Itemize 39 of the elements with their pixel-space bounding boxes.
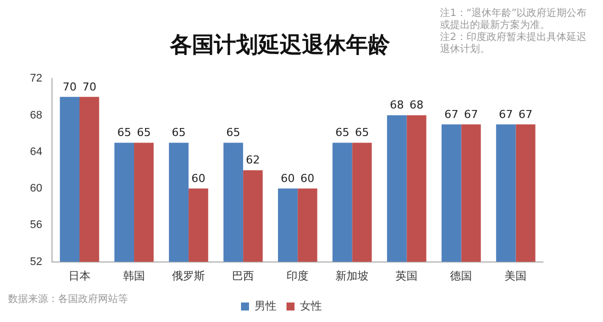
text: 注2：印度政府暂未提出具体延迟退休计划。	[440, 32, 588, 56]
data-label: 60	[191, 172, 206, 185]
source-note: 数据来源：各国政府网站等	[8, 292, 128, 306]
data-label: 65	[226, 126, 240, 140]
data-label: 60	[300, 172, 314, 185]
legend-label: 男性	[254, 300, 276, 313]
y-tick-label: 60	[30, 182, 42, 195]
y-tick-label: 64	[30, 146, 42, 158]
data-label: 67	[498, 108, 513, 121]
data-label: 70	[62, 80, 77, 94]
data-label: 60	[280, 172, 295, 185]
y-tick-label: 68	[30, 109, 42, 122]
chart-title: 各国计划延迟退休年龄	[168, 32, 391, 60]
x-tick-label: 巴西	[232, 270, 254, 282]
x-tick-label: 俄罗斯	[172, 269, 206, 282]
data-label: 65	[172, 126, 186, 140]
y-tick-label: 56	[30, 219, 42, 232]
x-tick-label: 日本	[68, 269, 90, 282]
text: 注1：“退休年龄”以政府近期公布或提出的最新方案为准。	[440, 8, 588, 32]
data-label: 65	[354, 126, 369, 140]
legend-label: 女性	[300, 300, 322, 313]
data-label: 70	[82, 80, 96, 94]
data-label: 67	[464, 108, 478, 121]
data-label: 68	[390, 98, 404, 112]
x-tick-label: 英国	[396, 269, 418, 282]
x-tick-label: 印度	[286, 269, 309, 282]
data-label: 65	[335, 126, 350, 140]
data-label: 68	[409, 98, 424, 112]
data-label: 65	[136, 126, 151, 140]
x-tick-label: 韩国	[123, 269, 146, 282]
data-label: 67	[444, 108, 458, 121]
y-tick-label: 72	[30, 72, 42, 85]
x-tick-label: 美国	[504, 269, 527, 282]
x-tick-label: 德国	[450, 270, 472, 282]
x-tick-label: 新加坡	[336, 269, 369, 282]
data-label: 62	[246, 154, 260, 167]
y-tick-label: 52	[30, 256, 42, 268]
data-label: 65	[117, 126, 132, 140]
data-label: 67	[518, 108, 533, 121]
